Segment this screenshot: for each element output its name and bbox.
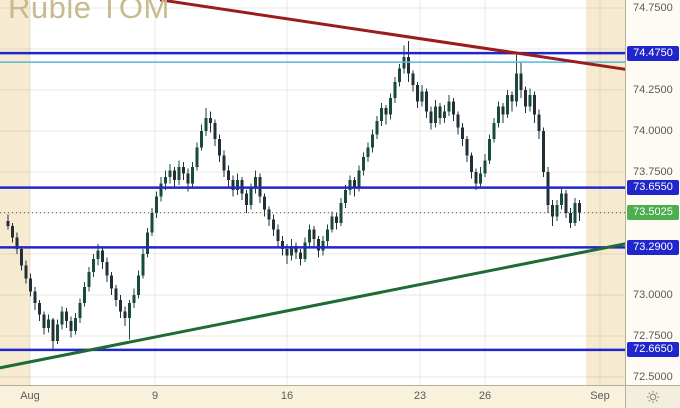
price-tick-label: 73.7500 [633,165,673,178]
level-price-badge[interactable]: 73.2900 [627,239,679,255]
price-tick-label: 72.7500 [633,329,673,342]
session-band [30,0,586,385]
axis-settings-button[interactable] [625,385,680,408]
level-price-badge[interactable]: 74.4750 [627,45,679,61]
price-tick-label: 74.7500 [633,1,673,14]
gridlines [0,0,625,385]
time-tick-label: 9 [151,390,159,402]
price-tick-label: 74.2500 [633,83,673,96]
price-tick-label: 74.0000 [633,124,673,137]
level-price-badge[interactable]: 73.6550 [627,180,679,196]
level-price-badge[interactable]: 72.6650 [627,342,679,358]
trendline-red[interactable] [159,0,633,72]
trendline-green[interactable] [0,241,633,370]
time-tick-label: 23 [413,390,427,402]
time-tick-label: Aug [20,390,40,402]
time-tick-label: Sep [590,390,610,402]
last-price-badge[interactable]: 73.5025 [627,205,679,221]
time-tick-label: 16 [280,390,294,402]
time-axis[interactable]: Aug 9 16 23 26 Sep [0,385,625,408]
price-tick-label: 73.0000 [633,288,673,301]
price-axis[interactable]: 74.7500 74.2500 74.0000 73.7500 73.0000 72.75… [625,0,680,385]
time-tick-label: 26 [478,390,492,402]
price-tick-label: 72.5000 [633,370,673,383]
gear-icon [646,390,660,404]
